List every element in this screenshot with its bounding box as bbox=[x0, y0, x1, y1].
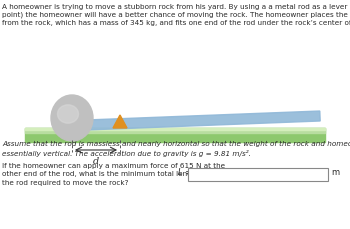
Ellipse shape bbox=[57, 105, 78, 123]
Text: d: d bbox=[93, 157, 99, 166]
Bar bbox=[25, 128, 325, 130]
FancyBboxPatch shape bbox=[188, 168, 328, 181]
Text: If the homeowner can apply a maximum force of 615 N at the
other end of the rod,: If the homeowner can apply a maximum for… bbox=[2, 163, 225, 185]
Bar bbox=[25, 128, 325, 142]
Text: A homeowner is trying to move a stubborn rock from his yard. By using a a metal : A homeowner is trying to move a stubborn… bbox=[2, 3, 350, 27]
Polygon shape bbox=[60, 111, 320, 131]
Text: Assume that the rod is massless and nearly horizontal so that the weight of the : Assume that the rod is massless and near… bbox=[2, 141, 350, 157]
Polygon shape bbox=[113, 115, 127, 128]
Bar bbox=[25, 128, 325, 133]
Text: m: m bbox=[331, 168, 339, 177]
Ellipse shape bbox=[51, 95, 93, 141]
Text: L =: L = bbox=[178, 168, 192, 177]
